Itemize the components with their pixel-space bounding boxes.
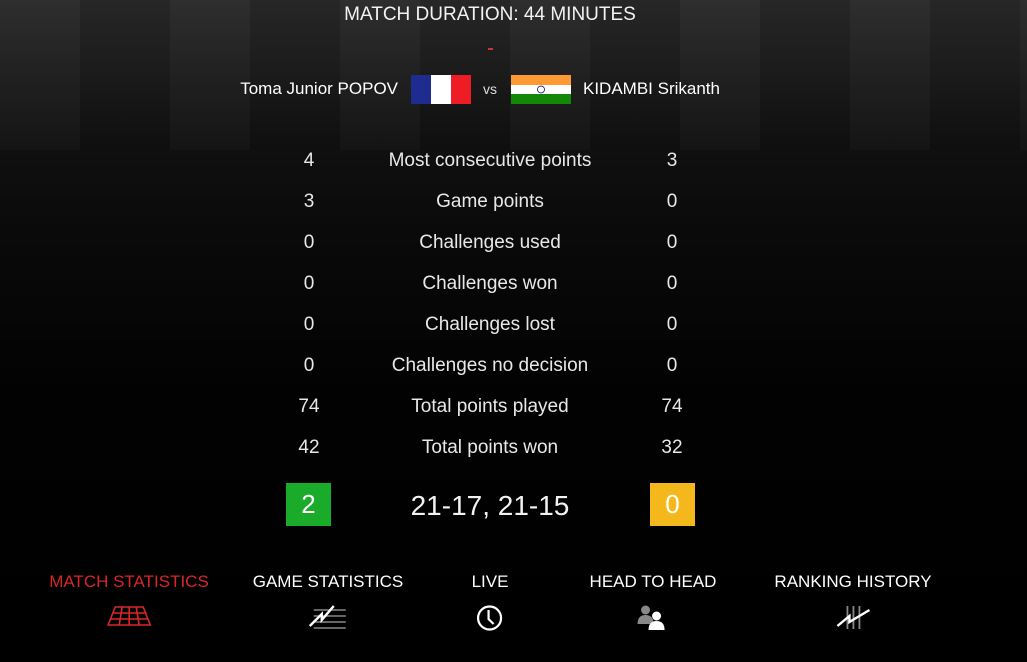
match-score: 21-17, 21-15 [410, 490, 570, 521]
vs-label: vs [483, 81, 497, 97]
stat-left-value: 3 [303, 191, 315, 212]
tab-head-to-head[interactable]: HEAD TO HEAD [589, 572, 717, 630]
france-flag-icon [411, 75, 471, 104]
stat-row: 4 Most consecutive points 3 [0, 150, 1027, 180]
stat-right-value: 0 [666, 273, 678, 294]
player-left-name: Toma Junior POPOV [240, 79, 398, 98]
divider [488, 48, 493, 50]
stat-right-value: 0 [666, 191, 678, 212]
stat-label: Most consecutive points [388, 150, 592, 171]
tab-label: MATCH STATISTICS [49, 572, 209, 591]
head-to-head-icon [638, 605, 665, 630]
tab-label: RANKING HISTORY [774, 572, 932, 591]
stat-row: 0 Challenges used 0 [0, 232, 1027, 262]
stat-label: Total points won [421, 437, 559, 458]
tab-label: LIVE [471, 572, 509, 591]
match-duration-title: MATCH DURATION: 44 MINUTES [344, 4, 636, 25]
stat-label: Challenges no decision [391, 355, 589, 376]
clock-icon [477, 605, 503, 631]
stat-row: 3 Game points 0 [0, 191, 1027, 221]
ranking-history-icon [836, 606, 870, 629]
stat-left-value: 0 [303, 314, 315, 335]
stat-label: Challenges won [422, 273, 558, 294]
tab-label: GAME STATISTICS [252, 572, 404, 591]
game-stats-icon [309, 605, 346, 629]
court-icon [106, 606, 152, 626]
tab-label: HEAD TO HEAD [589, 572, 717, 591]
stat-label: Game points [436, 191, 544, 212]
india-flag-icon [511, 75, 571, 104]
stat-row: 74 Total points played 74 [0, 396, 1027, 426]
tab-live[interactable]: LIVE [471, 572, 509, 632]
stat-left-value: 0 [303, 355, 315, 376]
stat-right-value: 74 [661, 396, 683, 417]
stat-row: 0 Challenges won 0 [0, 273, 1027, 303]
stat-right-value: 3 [666, 150, 678, 171]
tab-game-statistics[interactable]: GAME STATISTICS [252, 572, 404, 630]
left-games-won-badge: 2 [286, 483, 331, 526]
stat-left-value: 0 [303, 273, 315, 294]
stat-label: Challenges used [419, 232, 561, 253]
tab-match-statistics[interactable]: MATCH STATISTICS [49, 572, 209, 628]
stat-row: 0 Challenges lost 0 [0, 314, 1027, 344]
stat-left-value: 42 [298, 437, 320, 458]
stat-left-value: 74 [298, 396, 320, 417]
stat-row: 0 Challenges no decision 0 [0, 355, 1027, 385]
stat-left-value: 0 [303, 232, 315, 253]
stat-left-value: 4 [303, 150, 315, 171]
stat-right-value: 32 [661, 437, 683, 458]
stat-right-value: 0 [666, 232, 678, 253]
tab-ranking-history[interactable]: RANKING HISTORY [774, 572, 932, 630]
player-right-name: KIDAMBI Srikanth [583, 79, 720, 98]
stat-right-value: 0 [666, 355, 678, 376]
stat-label: Challenges lost [425, 314, 555, 335]
stat-row: 42 Total points won 32 [0, 437, 1027, 467]
right-games-won-badge: 0 [650, 483, 695, 526]
stat-label: Total points played [411, 396, 569, 417]
stat-right-value: 0 [666, 314, 678, 335]
